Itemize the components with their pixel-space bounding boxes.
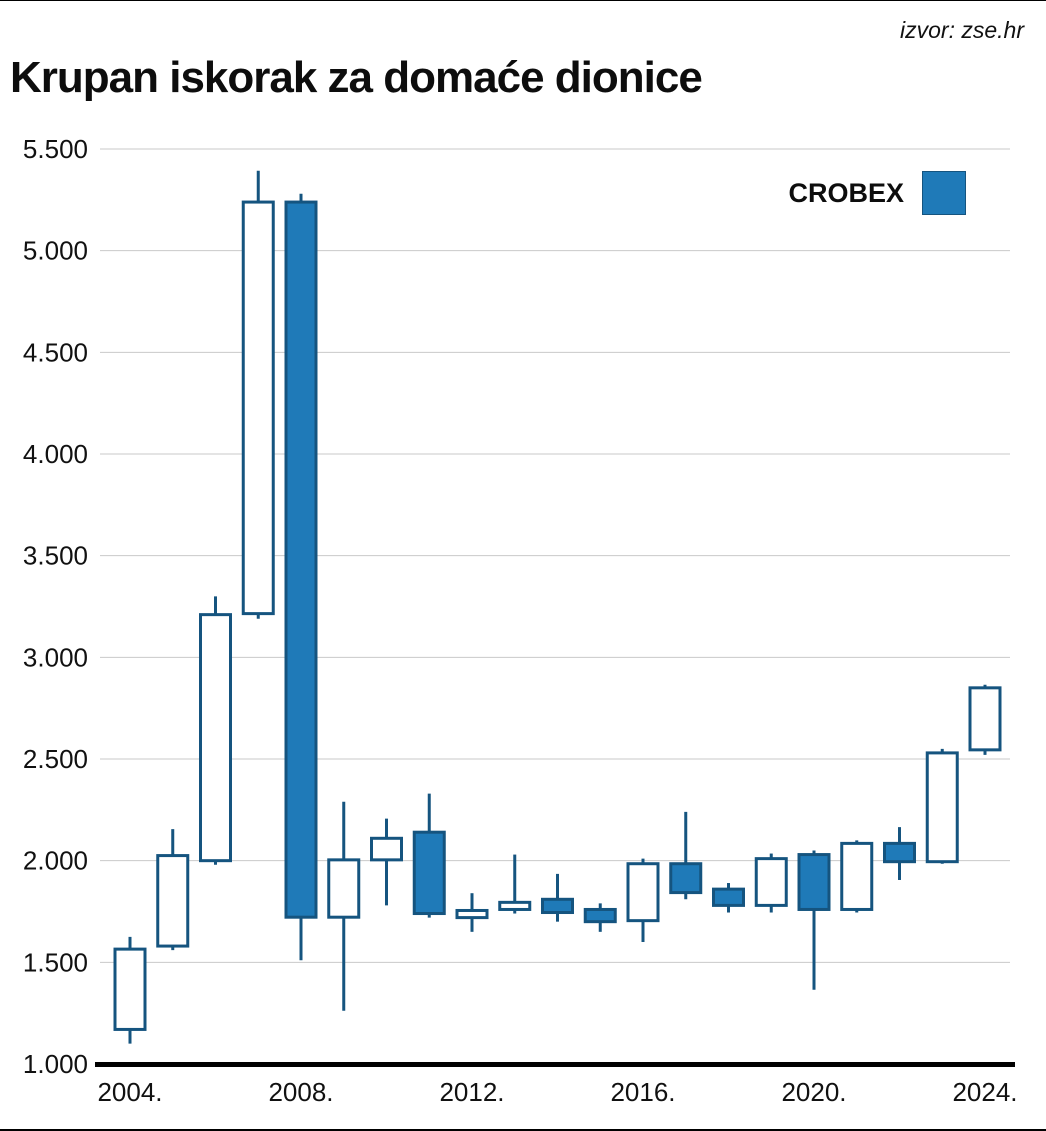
candle-body-2005 bbox=[156, 854, 190, 948]
x-axis-tick-label: 2008. bbox=[268, 1077, 333, 1107]
candle-body-2018 bbox=[712, 887, 745, 907]
candle-body-2006 bbox=[199, 613, 232, 863]
candle-body-2016 bbox=[626, 862, 660, 923]
candle-body-2011 bbox=[412, 830, 446, 916]
candle-body-2021 bbox=[840, 841, 874, 911]
legend-swatch bbox=[922, 171, 966, 215]
x-axis-tick-label: 2004. bbox=[97, 1077, 162, 1107]
candle-body-2007 bbox=[241, 200, 275, 616]
candle-body-2013 bbox=[498, 900, 532, 911]
candle-body-2020 bbox=[797, 853, 831, 911]
candle-body-2014 bbox=[541, 897, 574, 915]
y-axis-tick-label: 1.000 bbox=[23, 1049, 88, 1079]
candle-body-2024 bbox=[968, 686, 1002, 752]
legend: CROBEX bbox=[788, 171, 966, 215]
x-axis-tick-label: 2024. bbox=[952, 1077, 1017, 1107]
candle-body-2012 bbox=[455, 908, 489, 920]
candle-body-2008 bbox=[284, 200, 318, 919]
candle-body-2009 bbox=[327, 858, 361, 919]
candle-body-2023 bbox=[925, 751, 959, 864]
candle-body-2019 bbox=[754, 857, 788, 907]
candle-body-2015 bbox=[583, 907, 617, 924]
y-axis-tick-label: 2.000 bbox=[23, 846, 88, 876]
y-axis-tick-label: 2.500 bbox=[23, 744, 88, 774]
x-axis-line bbox=[95, 1062, 1015, 1067]
legend-label: CROBEX bbox=[788, 177, 904, 208]
candle-body-2022 bbox=[883, 841, 916, 864]
x-axis-tick-label: 2016. bbox=[610, 1077, 675, 1107]
x-axis-tick-label: 2012. bbox=[439, 1077, 504, 1107]
y-axis-tick-label: 5.000 bbox=[23, 236, 88, 266]
source-attribution: izvor: zse.hr bbox=[900, 17, 1024, 43]
y-axis-tick-label: 5.500 bbox=[23, 134, 88, 164]
candle-body-2017 bbox=[669, 862, 703, 895]
y-axis-tick-label: 3.000 bbox=[23, 642, 88, 672]
x-axis-tick-label: 2020. bbox=[781, 1077, 846, 1107]
candle-body-2004 bbox=[113, 947, 147, 1031]
y-axis-tick-label: 4.500 bbox=[23, 337, 88, 367]
y-axis-tick-label: 4.000 bbox=[23, 439, 88, 469]
y-axis-tick-label: 1.500 bbox=[23, 947, 88, 977]
candle-body-2010 bbox=[370, 836, 403, 862]
page-title: Krupan iskorak za domaće dionice bbox=[10, 53, 703, 102]
y-axis-tick-label: 3.500 bbox=[23, 541, 88, 571]
